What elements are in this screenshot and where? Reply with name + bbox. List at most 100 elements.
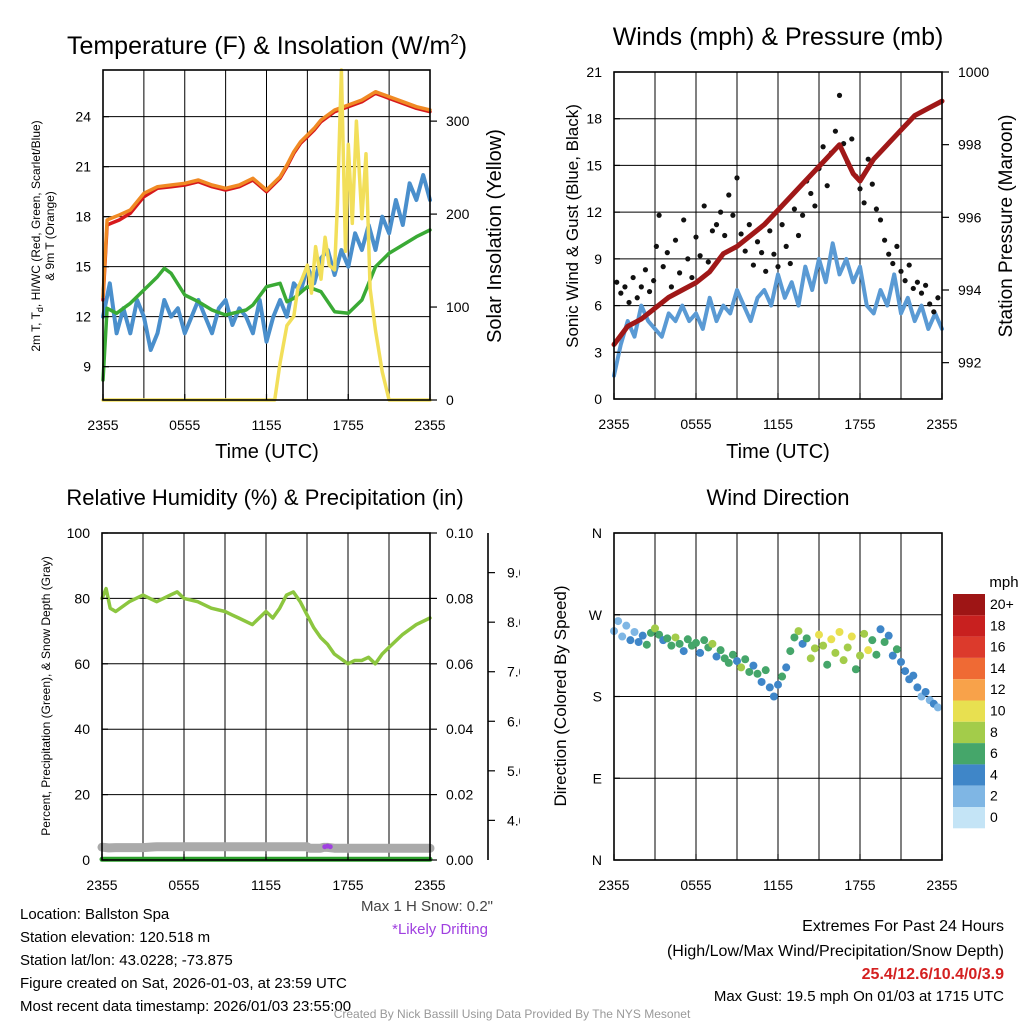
wind-direction-point (876, 625, 885, 634)
gust-point (795, 232, 802, 239)
y-tick-label: S (593, 689, 602, 705)
gust-point (927, 301, 933, 307)
y-tick-label: 24 (75, 109, 91, 125)
y-tick-label: 9 (594, 251, 602, 267)
wind-direction-point (618, 632, 627, 641)
wind-direction-point (708, 639, 717, 648)
gust-point (775, 264, 781, 270)
winddir-chart-title: Wind Direction (706, 485, 849, 510)
humidity-chart-title: Relative Humidity (%) & Precipitation (i… (66, 485, 463, 510)
wind-direction-point (737, 663, 746, 672)
wind-direction-point (839, 656, 848, 665)
wind-direction-point (774, 680, 782, 689)
wind-direction-point (642, 640, 651, 649)
wind-direction-point (815, 630, 823, 639)
wind-direction-point (663, 634, 672, 643)
y-tick-label: 60 (74, 656, 90, 672)
wind-direction-point (724, 658, 733, 667)
speed-colorbar: 20+ 18 16 14 12 10 8 6 4 2 0 (953, 594, 1014, 829)
wind-direction-point (683, 635, 692, 644)
colorbar-label: 14 (990, 660, 1006, 676)
y-tick-label: 15 (586, 157, 602, 173)
gust-point (642, 267, 649, 273)
gust-point (861, 200, 867, 206)
wind-direction-point (794, 627, 803, 636)
gust-point (626, 299, 632, 306)
wind-direction-point (913, 683, 922, 692)
wind-direction-point (790, 633, 799, 642)
colorbar-title: mph (989, 574, 1018, 591)
pressure-y-axis-label: Station Pressure (Maroon) (996, 115, 1017, 338)
wind-direction-point (651, 624, 659, 633)
gust-point (820, 144, 826, 150)
credit-text: Created By Nick Bassill Using Data Provi… (333, 1007, 691, 1021)
y3-tick-label: 9.0 (507, 565, 520, 581)
y-tick-label: 0 (82, 852, 90, 868)
station-pressure-line (611, 98, 945, 347)
winddir-chart: Wind Direction 2355 0555 1155 1755 2355 N E S W N… (551, 485, 1019, 890)
colorbar-label: 10 (990, 703, 1006, 719)
colorbar-swatch (953, 807, 985, 829)
temperature-y-axis-label-line2: & 9m T (Orange) (43, 191, 57, 281)
gust-point (877, 217, 884, 223)
wind-direction-point (835, 628, 844, 637)
colorbar-swatch (953, 657, 985, 680)
x-tick-label: 2355 (86, 877, 117, 890)
gust-point (726, 192, 732, 198)
colorbar-swatch (953, 785, 985, 807)
gust-point (779, 222, 785, 228)
gust-point (660, 264, 666, 270)
gust-point (800, 212, 806, 218)
colorbar-label: 12 (990, 681, 1006, 697)
max-gust-text: Max Gust: 19.5 mph On 01/03 at 1715 UTC (713, 988, 1004, 1005)
latlon-text: Station lat/lon: 43.0228; -73.875 (20, 952, 233, 969)
wind-direction-point (798, 639, 807, 648)
gust-point (634, 295, 640, 301)
likely-drifting-text: *Likely Drifting (392, 921, 488, 938)
gust-point (693, 234, 699, 240)
wind-direction-point (671, 633, 680, 642)
wind-direction-point (630, 628, 639, 637)
x-tick-label: 1755 (844, 877, 875, 890)
wind-direction-point (843, 643, 852, 652)
drift-point (327, 844, 333, 850)
y-tick-label: 12 (75, 309, 91, 325)
winddir-y-axis-label: Direction (Colored By Speed) (551, 585, 570, 806)
created-text: Figure created on Sat, 2026-01-03, at 23… (20, 975, 347, 992)
gust-point (738, 231, 744, 237)
wind-direction-point (700, 636, 709, 645)
rh-line (100, 586, 432, 666)
y-tick-label: N (592, 525, 602, 541)
wind-direction-point (884, 631, 893, 640)
max-snow-text: Max 1 H Snow: 0.2" (360, 898, 493, 915)
extremes-title: Extremes For Past 24 Hours (802, 918, 1004, 935)
humidity-grid (102, 533, 430, 860)
y-tick-label: 3 (594, 344, 602, 360)
gust-point (646, 288, 653, 295)
elevation-text: Station elevation: 120.518 m (20, 929, 211, 946)
colorbar-swatch (953, 764, 985, 786)
gust-point (767, 228, 773, 234)
x-tick-label: 2355 (414, 417, 445, 433)
wind-direction-point (712, 652, 721, 661)
snow-depth-line (97, 842, 435, 853)
gust-point (746, 222, 752, 228)
colorbar-swatch (953, 700, 985, 722)
x-tick-label: 1755 (333, 417, 364, 433)
gust-point (890, 260, 896, 267)
gust-point (865, 156, 871, 162)
wind-direction-point (827, 635, 836, 644)
colorbar-label: 6 (990, 745, 998, 761)
gust-point (857, 186, 863, 192)
wind-direction-point (749, 661, 758, 670)
y-tick-label: 12 (586, 204, 602, 220)
winds-y-axis-label: Sonic Wind & Gust (Blue, Black) (563, 104, 582, 348)
x-tick-label: 0555 (169, 417, 200, 433)
wind-direction-point (864, 646, 873, 655)
wind-direction-point (872, 650, 881, 659)
y3-tick-label: 8.0 (507, 614, 520, 630)
x-tick-label: 2355 (598, 416, 629, 432)
y3-tick-label: 7.0 (507, 664, 520, 680)
gust-point (869, 181, 875, 187)
colorbar-label: 4 (990, 766, 998, 782)
